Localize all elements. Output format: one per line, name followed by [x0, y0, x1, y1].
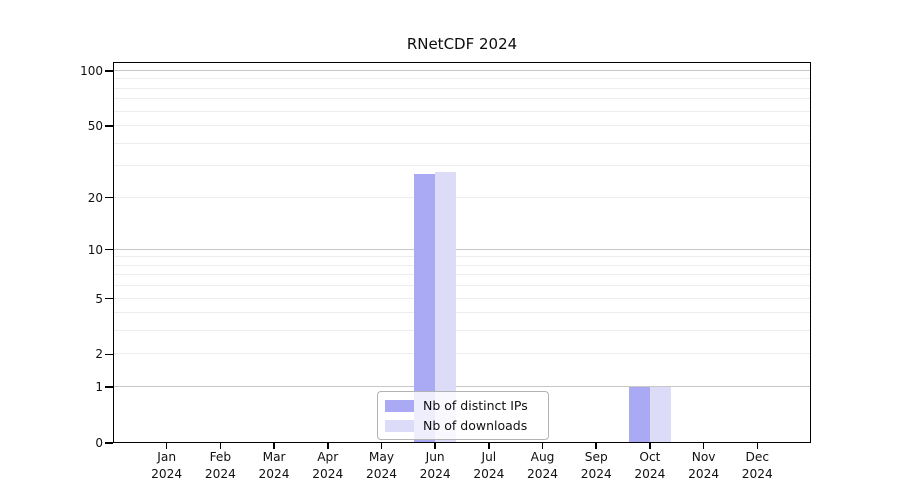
minor-gridline-40: [113, 142, 811, 144]
x-tick-year: 2024: [258, 467, 290, 481]
x-tick-mark-mar: [273, 443, 275, 449]
x-tick-label-jul: Jul 2024: [449, 449, 529, 483]
x-tick-mark-jul: [488, 443, 490, 449]
x-tick-label-mar: Mar 2024: [234, 449, 314, 483]
minor-gridline-80: [113, 87, 811, 89]
x-tick-month: Apr: [317, 450, 339, 464]
y-tick-label-100: 100: [80, 64, 103, 79]
minor-gridline-4: [113, 312, 811, 314]
x-tick-year: 2024: [204, 467, 236, 481]
minor-gridline-6: [113, 285, 811, 287]
x-tick-label-apr: Apr 2024: [288, 449, 368, 483]
x-tick-year: 2024: [151, 467, 183, 481]
x-tick-mark-jun: [434, 443, 436, 449]
y-tick-label-0: 0: [95, 436, 103, 450]
minor-gridline-90: [113, 78, 811, 80]
y-tick-label-20: 20: [87, 190, 103, 205]
x-tick-label-feb: Feb 2024: [180, 449, 260, 483]
x-tick-label-jun: Jun 2024: [395, 449, 475, 483]
minor-gridline-50: [113, 125, 811, 127]
minor-gridline-8: [113, 264, 811, 266]
y-tick-mark-20: [105, 196, 113, 199]
x-tick-year: 2024: [527, 467, 559, 481]
x-tick-month: Sep: [584, 450, 608, 464]
bar-distinct-ips-oct: [628, 387, 650, 443]
x-tick-label-sep: Sep 2024: [556, 449, 636, 483]
minor-gridline-2: [113, 353, 811, 355]
x-tick-label-nov: Nov 2024: [664, 449, 744, 483]
x-tick-month: Mar: [262, 450, 286, 464]
y-tick-mark-1: [105, 386, 113, 388]
major-gridline-10: [113, 248, 811, 250]
x-tick-mark-sep: [595, 443, 597, 449]
x-tick-month: Jul: [481, 450, 497, 464]
x-tick-month: Jan: [157, 450, 177, 464]
x-tick-month: Feb: [209, 450, 232, 464]
legend-label-distinct-ips: Nb of distinct IPs: [423, 398, 528, 413]
y-tick-mark-100: [105, 70, 113, 72]
x-tick-mark-apr: [327, 443, 329, 449]
x-tick-label-jan: Jan 2024: [127, 449, 207, 483]
x-tick-year: 2024: [365, 467, 397, 481]
legend-swatch-distinct-ips: [385, 399, 414, 412]
x-tick-year: 2024: [312, 467, 344, 481]
x-tick-month: Dec: [745, 450, 770, 464]
x-tick-year: 2024: [419, 467, 451, 481]
y-tick-label-1: 1: [95, 380, 103, 395]
y-tick-label-10: 10: [87, 242, 103, 257]
x-tick-mark-nov: [702, 443, 705, 449]
x-tick-month: Nov: [691, 450, 716, 464]
minor-gridline-60: [113, 110, 811, 112]
y-tick-mark-10: [105, 248, 113, 251]
x-tick-year: 2024: [634, 467, 666, 481]
minor-gridline-30: [113, 165, 811, 167]
legend-swatch-downloads: [385, 419, 414, 432]
minor-gridline-7: [113, 274, 811, 276]
x-tick-label-aug: Aug 2024: [503, 449, 583, 483]
x-tick-month: Jun: [425, 450, 445, 464]
legend-item-downloads: Nb of downloads: [385, 417, 540, 434]
x-tick-year: 2024: [473, 467, 505, 481]
x-tick-label-dec: Dec 2024: [717, 449, 797, 483]
x-tick-year: 2024: [741, 467, 773, 481]
legend-label-downloads: Nb of downloads: [423, 418, 528, 433]
y-tick-label-2: 2: [95, 347, 103, 362]
y-tick-mark-50: [105, 125, 113, 127]
x-tick-mark-may: [380, 443, 383, 449]
minor-gridline-20: [113, 196, 811, 198]
bar-downloads-jun: [435, 171, 457, 443]
minor-gridline-9: [113, 256, 811, 258]
y-tick-mark-2: [105, 353, 113, 356]
plot-area: [113, 62, 811, 443]
x-tick-mark-dec: [756, 443, 759, 449]
bar-downloads-oct: [649, 387, 671, 443]
x-tick-mark-aug: [541, 443, 544, 449]
x-tick-month: Aug: [530, 450, 555, 464]
x-tick-label-oct: Oct 2024: [610, 449, 690, 483]
y-tick-mark-5: [105, 297, 113, 300]
x-tick-month: Oct: [639, 450, 661, 464]
x-tick-mark-feb: [219, 443, 222, 449]
x-tick-month: May: [368, 450, 395, 464]
major-gridline-100: [113, 70, 811, 72]
x-tick-year: 2024: [580, 467, 612, 481]
major-gridline-1: [113, 386, 811, 388]
x-tick-label-may: May 2024: [341, 449, 421, 483]
legend: Nb of distinct IPs Nb of downloads: [377, 391, 549, 440]
x-tick-mark-oct: [649, 443, 651, 449]
bar-distinct-ips-jun: [414, 174, 436, 443]
x-tick-year: 2024: [688, 467, 720, 481]
x-tick-mark-jan: [165, 443, 168, 449]
minor-gridline-3: [113, 330, 811, 332]
legend-item-distinct-ips: Nb of distinct IPs: [385, 397, 540, 414]
y-tick-label-50: 50: [87, 119, 103, 134]
chart-title: RNetCDF 2024: [406, 35, 518, 53]
y-tick-label-5: 5: [95, 291, 103, 306]
y-tick-mark-0: [105, 442, 113, 444]
minor-gridline-70: [113, 98, 811, 100]
minor-gridline-5: [113, 297, 811, 299]
